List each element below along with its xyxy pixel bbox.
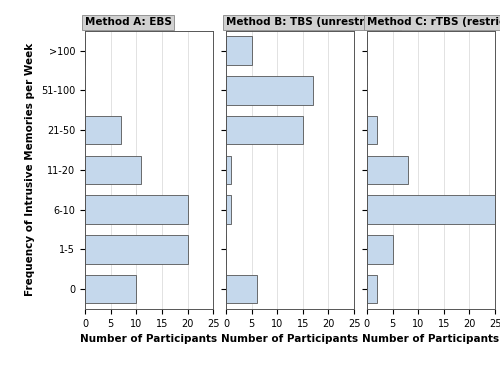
Y-axis label: Frequency of Intrusive Memories per Week: Frequency of Intrusive Memories per Week bbox=[26, 43, 36, 296]
Bar bbox=[226, 275, 256, 303]
Bar bbox=[367, 235, 392, 264]
X-axis label: Number of Participants: Number of Participants bbox=[80, 334, 218, 344]
Bar bbox=[85, 156, 141, 184]
Text: Method C: rTBS (restricted): Method C: rTBS (restricted) bbox=[367, 17, 500, 27]
Bar bbox=[226, 76, 313, 105]
Bar bbox=[85, 116, 121, 144]
Bar bbox=[85, 235, 188, 264]
X-axis label: Number of Participants: Number of Participants bbox=[362, 334, 500, 344]
Bar bbox=[226, 36, 252, 65]
Bar bbox=[367, 275, 377, 303]
Bar bbox=[226, 116, 303, 144]
Bar bbox=[226, 156, 231, 184]
Bar bbox=[85, 275, 136, 303]
Text: Method B: TBS (unrestricted): Method B: TBS (unrestricted) bbox=[226, 17, 398, 27]
Text: Method A: EBS: Method A: EBS bbox=[85, 17, 172, 27]
Bar bbox=[367, 116, 377, 144]
X-axis label: Number of Participants: Number of Participants bbox=[222, 334, 358, 344]
Bar bbox=[85, 195, 188, 224]
Bar bbox=[226, 195, 231, 224]
Bar bbox=[367, 195, 495, 224]
Bar bbox=[367, 156, 408, 184]
